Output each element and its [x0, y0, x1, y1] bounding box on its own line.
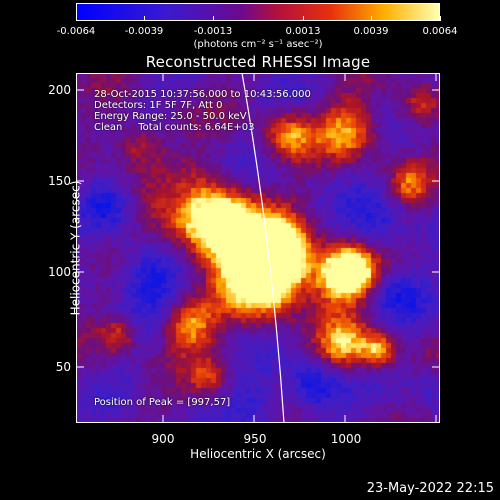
annotation-counts: Clean Total counts: 6.64E+03: [94, 122, 255, 133]
y-tick-label: 100: [48, 265, 71, 279]
axis-ticks: [76, 73, 440, 423]
y-axis-label: Heliocentric Y (arcsec): [68, 180, 83, 316]
colorbar-tick-label: -0.0013: [193, 26, 233, 37]
annotation-energy: Energy Range: 25.0 - 50.0 keV: [94, 111, 247, 122]
colorbar-tick-label: 0.0064: [422, 26, 458, 37]
render-datestamp: 23-May-2022 22:15: [366, 481, 494, 496]
colorbar-tick-mark: [213, 16, 214, 21]
colorbar-ticks: -0.0064 -0.0039 -0.0013 0.0013 0.0039 0.0064: [0, 0, 500, 40]
y-tick-label: 50: [55, 360, 71, 374]
colorbar-tick-label: 0.0039: [353, 26, 389, 37]
colorbar-tick-label: -0.0039: [124, 26, 164, 37]
colorbar-tick-mark: [371, 16, 372, 21]
colorbar-tick-mark: [440, 16, 441, 21]
colorbar: [76, 3, 440, 21]
y-tick-label: 150: [48, 174, 71, 188]
colorbar-units: (photons cm⁻² s⁻¹ asec⁻²): [193, 39, 323, 50]
x-axis-label: Heliocentric X (arcsec): [190, 447, 326, 461]
x-tick-label: 1000: [330, 432, 362, 446]
solar-limb-line: [241, 73, 285, 423]
colorbar-tick-label: 0.0013: [285, 26, 321, 37]
heatmap-image: [76, 73, 440, 423]
annotation-time-range: 28-Oct-2015 10:37:56.000 to 10:43:56.000: [94, 89, 311, 100]
colorbar-tick-mark: [144, 16, 145, 21]
plot-overlay: [76, 73, 440, 423]
colorbar-tick-label: -0.0064: [56, 26, 96, 37]
image-plot: [76, 73, 440, 423]
plot-frame: [76, 73, 440, 423]
annotation-peak-position: Position of Peak = [997,57]: [94, 397, 231, 408]
x-tick-label: 900: [151, 432, 175, 446]
x-tick-label: 950: [243, 432, 267, 446]
plot-title: Reconstructed RHESSI Image: [145, 53, 371, 71]
y-tick-label: 200: [48, 83, 71, 97]
colorbar-gradient: [77, 4, 439, 20]
colorbar-tick-mark: [303, 16, 304, 21]
annotation-detectors: Detectors: 1F 5F 7F, Att 0: [94, 100, 223, 111]
colorbar-tick-mark: [76, 16, 77, 21]
